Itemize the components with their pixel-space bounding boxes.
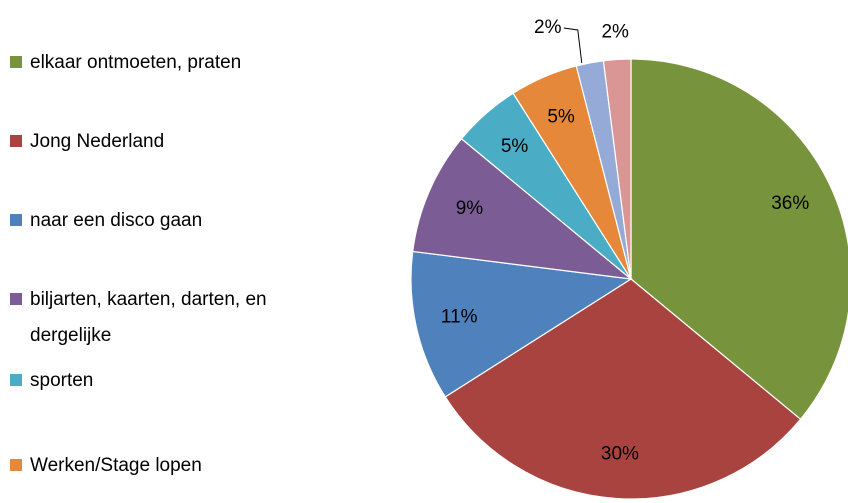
legend-item: Jong Nederland [10, 124, 315, 160]
data-label: 36% [771, 193, 809, 214]
legend-label: naar een disco gaan [30, 210, 203, 231]
legend-swatch [10, 56, 22, 68]
data-label: 11% [441, 306, 478, 327]
pie-slice [602, 58, 632, 280]
legend-label: sporten [30, 370, 94, 391]
data-label: 30% [601, 444, 639, 465]
pie-slice [444, 278, 802, 500]
legend-item: naar een disco gaan [10, 203, 315, 239]
data-label: 2% [534, 17, 562, 38]
legend-item: elkaar ontmoeten, praten [10, 45, 315, 81]
leader-line [563, 27, 583, 63]
data-label: 5% [547, 106, 575, 127]
legend-label: elkaar ontmoeten, praten [30, 52, 242, 73]
data-label: 2% [601, 21, 629, 42]
legend-label: Werken/Stage lopen [30, 455, 202, 476]
pie-slice [410, 250, 633, 398]
data-label: 5% [501, 136, 529, 157]
legend-item: biljarten, kaarten, darten, en dergelijk… [10, 282, 315, 354]
legend-label: biljarten, kaarten, darten, en dergelijk… [30, 289, 267, 346]
legend-swatch [10, 214, 22, 226]
legend-item: sporten [10, 363, 315, 399]
pie-slice [412, 137, 633, 280]
legend-swatch [10, 459, 22, 471]
legend-swatch [10, 293, 22, 305]
legend-swatch [10, 135, 22, 147]
legend-item: Werken/Stage lopen [10, 448, 315, 484]
pie-slice [630, 58, 848, 421]
legend-label: Jong Nederland [30, 131, 165, 152]
legend-swatch [10, 374, 22, 386]
data-label: 9% [456, 198, 484, 219]
